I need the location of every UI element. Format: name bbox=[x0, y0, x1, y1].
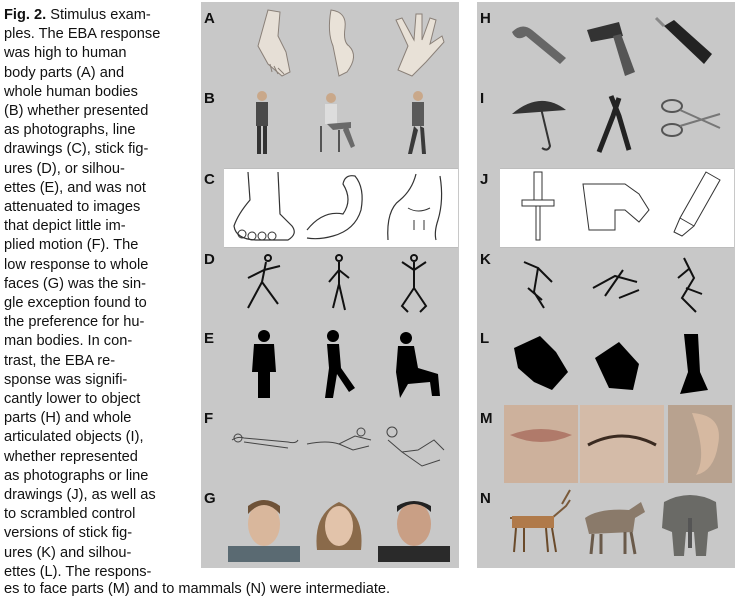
arm-photo bbox=[303, 6, 375, 78]
caption-line: plied motion (F). The bbox=[4, 237, 139, 254]
caption-line: ettes (L). The respons- bbox=[4, 563, 152, 580]
row-label-g: G bbox=[204, 490, 216, 507]
face-photo-1 bbox=[228, 490, 300, 562]
caption-line: trast, the EBA re- bbox=[4, 352, 116, 369]
face-photo-3 bbox=[378, 490, 450, 562]
face-photo-2 bbox=[303, 490, 375, 562]
caption-line: whether represented bbox=[4, 448, 138, 465]
wrench-line-drawing bbox=[579, 170, 651, 242]
standing-man-photo bbox=[228, 86, 300, 158]
umbrella-photo bbox=[504, 86, 576, 158]
hand-photo bbox=[378, 6, 450, 78]
caption-line: low response to whole bbox=[4, 256, 149, 273]
tube-line-drawing bbox=[654, 170, 726, 242]
scissors-photo bbox=[654, 86, 726, 158]
caption-line: versions of stick fig- bbox=[4, 525, 133, 542]
caption-line: attenuated to images bbox=[4, 199, 141, 216]
caption-line: was high to human bbox=[4, 45, 127, 62]
wrench-photo bbox=[504, 6, 576, 78]
eye-photo bbox=[580, 405, 664, 483]
caption-line: gle exception found to bbox=[4, 295, 147, 312]
row-label-k: K bbox=[480, 251, 491, 268]
row-label-j: J bbox=[480, 171, 489, 188]
caption-line: ures (K) and silhou- bbox=[4, 544, 132, 561]
caption-line: ples. The EBA response bbox=[4, 26, 161, 43]
stick-figure-3 bbox=[378, 248, 450, 320]
caption-line: as photographs, line bbox=[4, 122, 136, 139]
torso-line-drawing bbox=[378, 170, 450, 242]
row-label-b: B bbox=[204, 90, 215, 107]
caption-line: sponse was signifi- bbox=[4, 371, 128, 388]
row-label-f: F bbox=[204, 410, 214, 427]
caption-line: parts (H) and whole bbox=[4, 410, 132, 427]
row-label-m: M bbox=[480, 410, 493, 427]
caption-line: body parts (A) and bbox=[4, 64, 125, 81]
walking-man-photo bbox=[378, 86, 450, 158]
caption-line: (B) whether presented bbox=[4, 103, 149, 120]
figure-caption: Fig. 2. Stimulus exam- ples. The EBA res… bbox=[4, 6, 174, 582]
reclining-figure-1 bbox=[228, 410, 300, 482]
mouth-photo bbox=[504, 405, 578, 483]
caption-line: the preference for hu- bbox=[4, 314, 145, 331]
row-label-a: A bbox=[204, 10, 215, 27]
seated-man-photo bbox=[303, 86, 375, 158]
scrambled-stick-3 bbox=[654, 248, 726, 320]
caption-line: ures (D), or silhou- bbox=[4, 160, 125, 177]
line-drawing-strip-j bbox=[500, 168, 734, 248]
stick-figure-1 bbox=[228, 248, 300, 320]
row-label-d: D bbox=[204, 251, 215, 268]
elephant-photo bbox=[654, 488, 726, 560]
row-label-n: N bbox=[480, 490, 491, 507]
flexed-arm-line-drawing bbox=[303, 170, 375, 242]
caption-line: drawings (C), stick fig- bbox=[4, 141, 149, 158]
caption-tail: es to face parts (M) and to mammals (N) … bbox=[4, 581, 391, 597]
scrambled-stick-2 bbox=[579, 248, 651, 320]
caption-first-line: Stimulus exam- bbox=[46, 7, 151, 23]
sword-line-drawing bbox=[504, 170, 576, 242]
stick-figure-2 bbox=[303, 248, 375, 320]
caption-line: drawings (J), as well as bbox=[4, 487, 156, 504]
silhouette-walking bbox=[303, 328, 375, 400]
row-label-l: L bbox=[480, 330, 490, 347]
reclining-figure-3 bbox=[378, 410, 450, 482]
hammer-photo bbox=[579, 6, 651, 78]
caption-line: man bodies. In con- bbox=[4, 333, 133, 350]
pliers-photo bbox=[579, 86, 651, 158]
gazelle-photo bbox=[504, 488, 576, 560]
ear-photo bbox=[668, 405, 732, 483]
scrambled-silhouette-1 bbox=[504, 328, 576, 400]
reclining-figure-2 bbox=[303, 410, 375, 482]
caption-line: whole human bodies bbox=[4, 83, 138, 100]
row-label-h: H bbox=[480, 10, 491, 27]
caption-line-1: Fig. 2. Stimulus exam- bbox=[4, 6, 174, 25]
silhouette-standing bbox=[228, 328, 300, 400]
foot-line-drawing bbox=[228, 170, 300, 242]
caption-line: ettes (E), and was not bbox=[4, 179, 146, 196]
caption-line: that depict little im- bbox=[4, 218, 126, 235]
wolf-photo bbox=[579, 488, 651, 560]
row-label-c: C bbox=[204, 171, 215, 188]
row-label-e: E bbox=[204, 330, 215, 347]
scrambled-silhouette-3 bbox=[654, 328, 726, 400]
caption-line: as photographs or line bbox=[4, 467, 149, 484]
silhouette-seated bbox=[378, 328, 450, 400]
figure-label: Fig. 2. bbox=[4, 7, 47, 23]
row-label-i: I bbox=[480, 90, 485, 107]
caption-line: faces (G) was the sin- bbox=[4, 275, 146, 292]
scrambled-stick-1 bbox=[504, 248, 576, 320]
caption-line: cantly lower to object bbox=[4, 391, 141, 408]
caption-line: articulated objects (I), bbox=[4, 429, 144, 446]
line-drawing-strip-c bbox=[224, 168, 458, 248]
foot-photo bbox=[228, 6, 300, 78]
scrambled-silhouette-2 bbox=[579, 328, 651, 400]
caption-line: to scrambled control bbox=[4, 506, 136, 523]
screwdriver-photo bbox=[654, 6, 726, 78]
